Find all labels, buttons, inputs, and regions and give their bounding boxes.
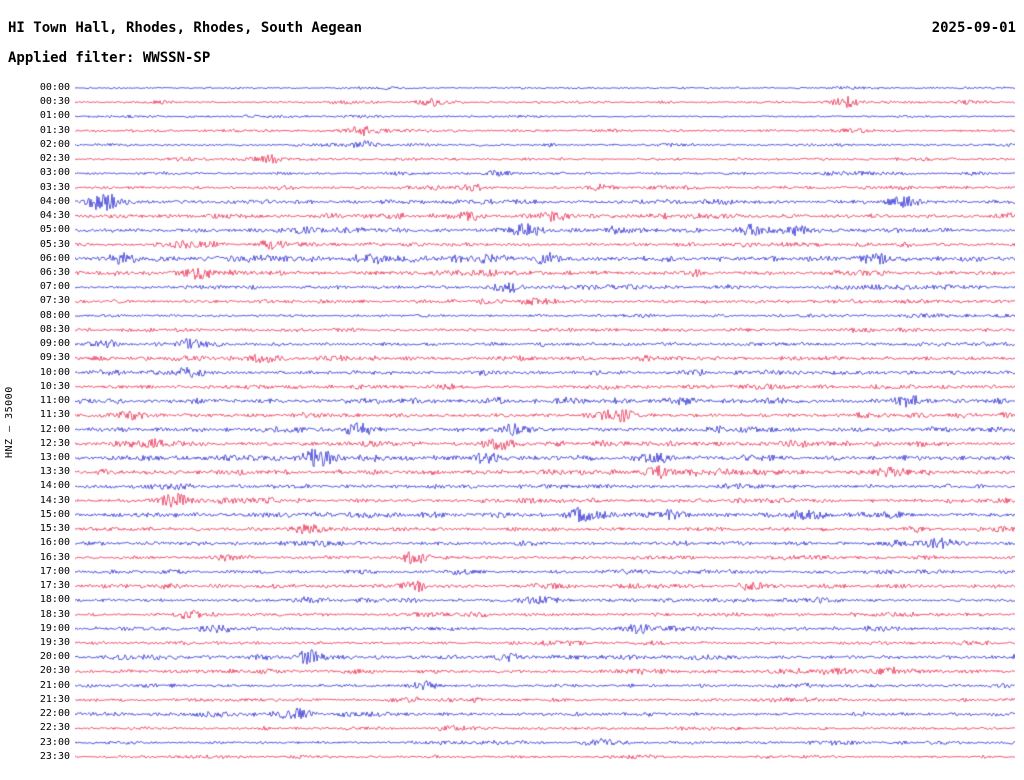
time-label: 05:00 — [39, 224, 70, 236]
time-label: 19:30 — [39, 636, 70, 648]
time-label: 08:30 — [39, 323, 70, 335]
seismogram-canvas — [75, 80, 1015, 770]
header: HI Town Hall, Rhodes, Rhodes, South Aege… — [8, 20, 1016, 40]
time-label: 23:00 — [39, 736, 70, 748]
time-label: 09:30 — [39, 352, 70, 364]
time-label: 13:30 — [39, 466, 70, 478]
time-label: 14:30 — [39, 494, 70, 506]
time-label: 02:30 — [39, 153, 70, 165]
time-label: 20:30 — [39, 665, 70, 677]
time-label: 12:30 — [39, 437, 70, 449]
time-label: 06:00 — [39, 252, 70, 264]
time-label: 03:00 — [39, 167, 70, 179]
time-axis: 00:00 00:30 01:00 01:30 02:00 02:30 03:00 03:30… — [0, 0, 72, 780]
time-label: 22:00 — [39, 708, 70, 720]
time-label: 09:00 — [39, 338, 70, 350]
time-label: 00:30 — [39, 96, 70, 108]
time-label: 15:30 — [39, 523, 70, 535]
time-label: 08:00 — [39, 309, 70, 321]
time-label: 13:00 — [39, 451, 70, 463]
time-label: 04:00 — [39, 195, 70, 207]
time-label: 02:00 — [39, 138, 70, 150]
date-label: 2025-09-01 — [931, 20, 1016, 36]
time-label: 07:30 — [39, 295, 70, 307]
time-label: 16:30 — [39, 551, 70, 563]
time-label: 00:00 — [39, 82, 70, 93]
time-label: 10:30 — [39, 380, 70, 392]
time-label: 18:30 — [39, 608, 70, 620]
time-label: 01:00 — [39, 110, 70, 122]
time-label: 21:00 — [39, 679, 70, 691]
time-label: 21:30 — [39, 693, 70, 705]
time-label: 11:30 — [39, 409, 70, 421]
time-label: 06:30 — [39, 266, 70, 278]
station-title: HI Town Hall, Rhodes, Rhodes, South Aege… — [8, 20, 363, 36]
time-label: 03:30 — [39, 181, 70, 193]
time-label: 16:00 — [39, 537, 70, 549]
time-label: 10:00 — [39, 366, 70, 378]
time-label: 19:00 — [39, 622, 70, 634]
time-label: 01:30 — [39, 124, 70, 136]
time-label: 17:00 — [39, 565, 70, 577]
time-label: 12:00 — [39, 423, 70, 435]
time-label: 22:30 — [39, 722, 70, 734]
time-label: 11:00 — [39, 395, 70, 407]
time-label: 15:00 — [39, 508, 70, 520]
time-label: 14:00 — [39, 480, 70, 492]
time-label: 23:30 — [39, 750, 70, 762]
time-label: 04:30 — [39, 210, 70, 222]
time-label: 07:00 — [39, 281, 70, 293]
time-label: 05:30 — [39, 238, 70, 250]
filter-label: Applied filter: WWSSN-SP — [8, 50, 211, 66]
time-label: 18:00 — [39, 594, 70, 606]
time-label: 20:00 — [39, 651, 70, 663]
time-label: 17:30 — [39, 580, 70, 592]
